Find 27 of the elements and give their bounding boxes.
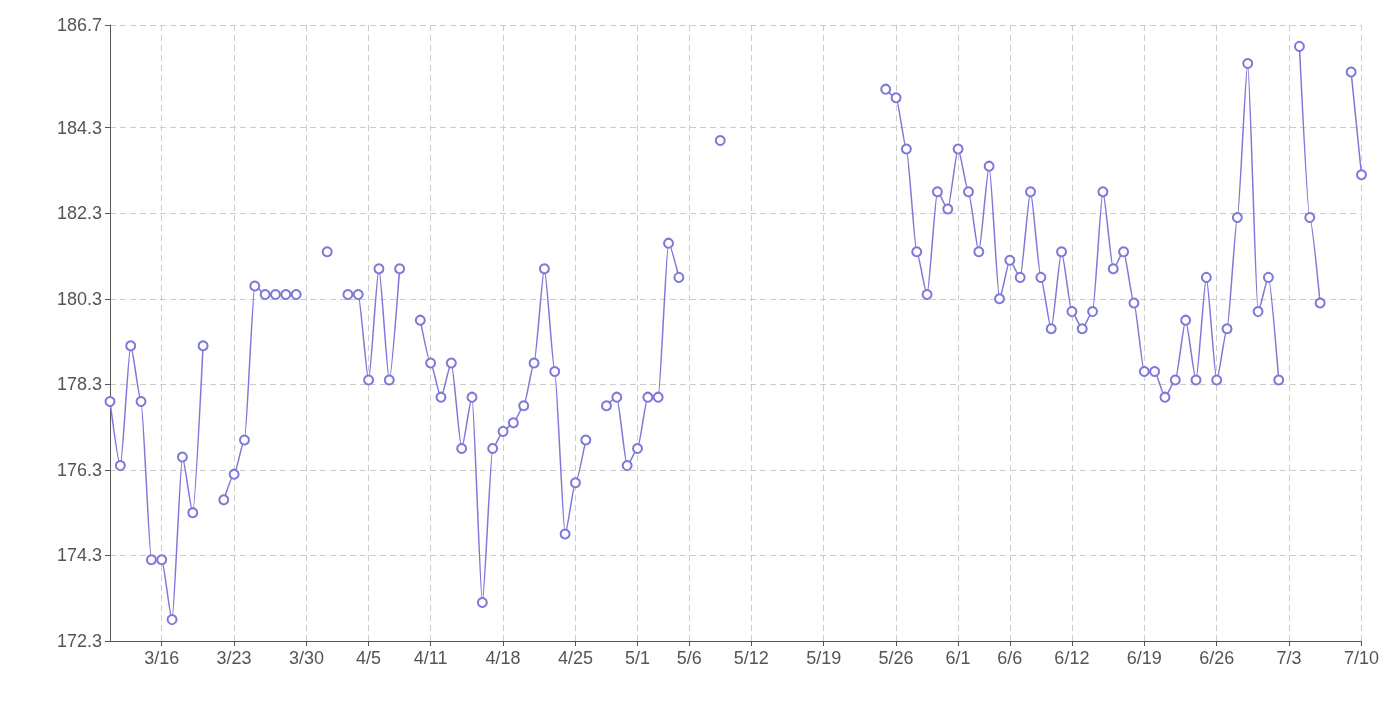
y-tick-label: 176.3 xyxy=(56,459,102,480)
x-tick-label: 6/1 xyxy=(945,648,971,668)
x-tick-label: 4/25 xyxy=(557,648,593,668)
x-tick-label: 5/19 xyxy=(806,648,842,668)
x-tick-label: 6/6 xyxy=(997,648,1023,668)
y-tick-label: 182.3 xyxy=(56,203,102,224)
y-tick-label: 186.7 xyxy=(56,15,102,35)
x-tick-label: 5/6 xyxy=(676,648,702,668)
x-tick-label: 3/16 xyxy=(144,648,180,668)
x-tick-label: 4/11 xyxy=(413,648,448,668)
x-tick-label: 5/12 xyxy=(733,648,769,668)
y-tick-label: 174.3 xyxy=(56,545,102,566)
x-tick-label: 6/19 xyxy=(1126,648,1162,668)
x-tick-label: 7/10 xyxy=(1343,648,1380,668)
y-tick-label: 172.3 xyxy=(56,631,102,651)
x-tick-label: 4/5 xyxy=(356,648,382,668)
x-tick-label: 5/1 xyxy=(624,648,650,668)
x-tick-label: 6/12 xyxy=(1054,648,1090,668)
y-tick-label: 184.3 xyxy=(56,117,102,138)
x-tick-label: 4/18 xyxy=(485,648,521,668)
x-tick-label: 3/23 xyxy=(216,648,252,668)
y-tick-label: 180.3 xyxy=(56,288,102,309)
x-tick-label: 7/3 xyxy=(1276,648,1302,668)
x-tick-label: 5/26 xyxy=(878,648,914,668)
x-tick-label: 6/26 xyxy=(1199,648,1235,668)
x-tick-label: 3/30 xyxy=(288,648,325,668)
y-tick-label: 178.3 xyxy=(56,374,102,395)
